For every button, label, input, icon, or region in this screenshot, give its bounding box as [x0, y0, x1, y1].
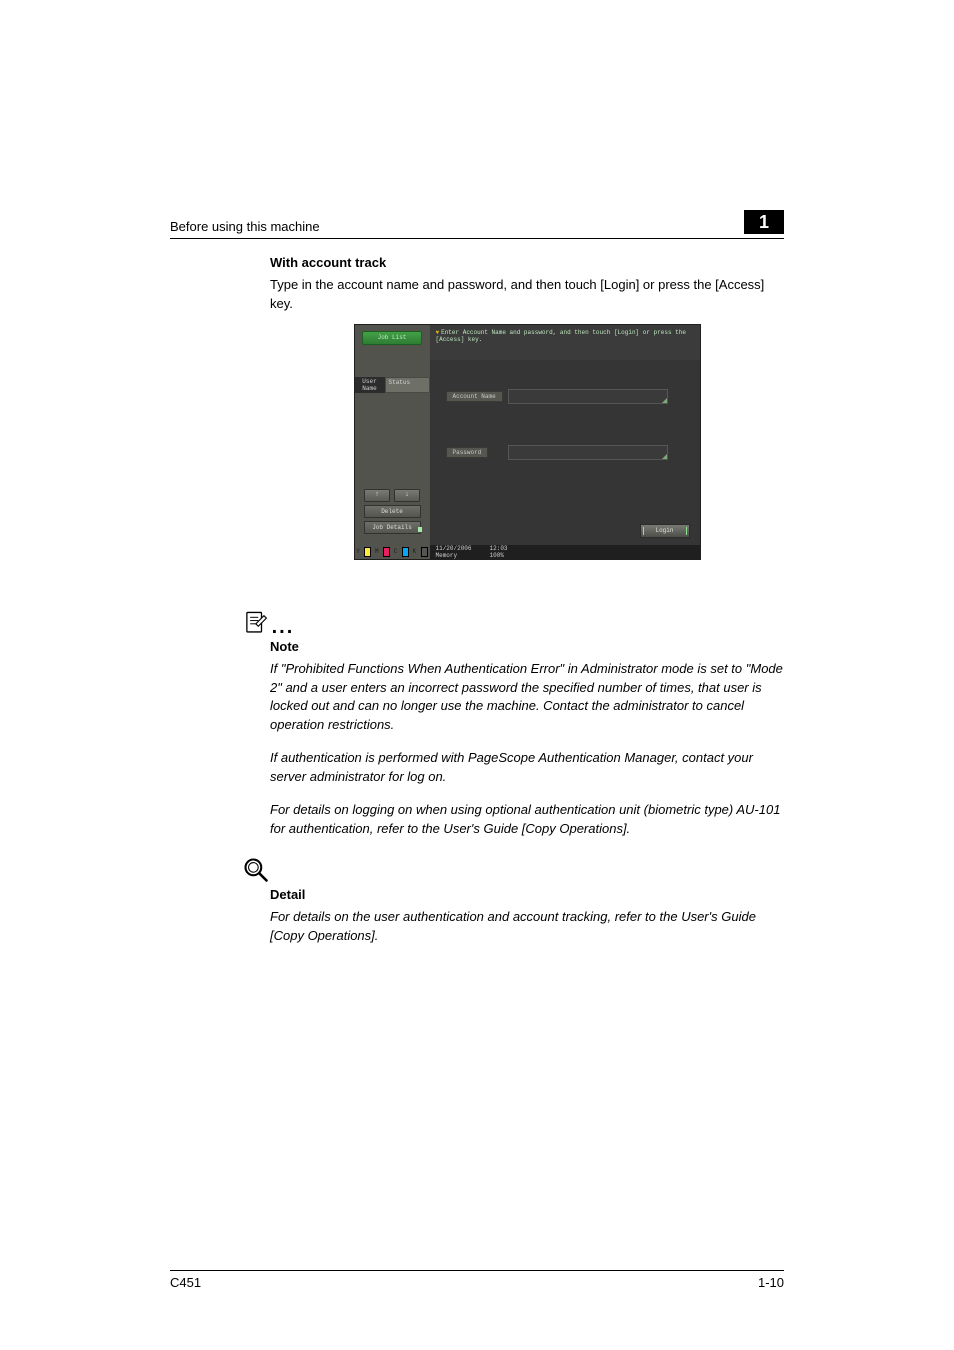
detail-caption: Detail	[270, 887, 784, 902]
running-head-text: Before using this machine	[170, 219, 320, 234]
user-name-column: User Name	[355, 377, 385, 393]
job-details-label: Job Details	[372, 524, 412, 531]
footer-rule	[170, 1270, 784, 1271]
account-name-label: Account Name	[446, 391, 503, 402]
header-rule	[170, 238, 784, 239]
footer-page-number: 1-10	[758, 1275, 784, 1290]
status-column: Status	[385, 377, 430, 393]
password-input[interactable]	[508, 445, 668, 460]
section-heading: With account track	[270, 255, 784, 270]
scroll-down-button[interactable]: ↓	[394, 489, 420, 502]
device-date: 11/20/2006	[436, 545, 472, 552]
login-button[interactable]: Login	[640, 524, 690, 538]
note-paragraph-3: For details on logging on when using opt…	[270, 801, 784, 839]
footer-model: C451	[170, 1275, 201, 1290]
note-paragraph-1: If "Prohibited Functions When Authentica…	[270, 660, 784, 735]
job-list-button[interactable]: Job List	[362, 331, 422, 345]
device-memory-label: Memory	[436, 552, 458, 559]
toner-levels: Y M C K	[355, 545, 430, 559]
note-icon	[242, 610, 268, 639]
chapter-number-badge: 1	[744, 210, 784, 234]
note-dots: ...	[272, 616, 295, 638]
delete-button[interactable]: Delete	[364, 505, 421, 518]
device-memory-value: 100%	[490, 552, 504, 559]
device-time: 12:03	[490, 545, 508, 552]
bulb-icon: ♥	[436, 329, 440, 336]
account-name-input[interactable]	[508, 389, 668, 404]
note-paragraph-2: If authentication is performed with Page…	[270, 749, 784, 787]
password-label: Password	[446, 447, 489, 458]
scroll-up-button[interactable]: ↑	[364, 489, 390, 502]
section-intro: Type in the account name and password, a…	[270, 276, 784, 314]
device-hint-text: ♥Enter Account Name and password, and th…	[430, 325, 700, 345]
magnifier-icon	[242, 872, 270, 887]
note-caption: Note	[270, 639, 784, 654]
job-details-button[interactable]: Job Details	[364, 521, 421, 534]
detail-paragraph: For details on the user authentication a…	[270, 908, 784, 946]
device-panel: Job List User Name Status ↑ ↓ Delete Job…	[354, 324, 701, 560]
